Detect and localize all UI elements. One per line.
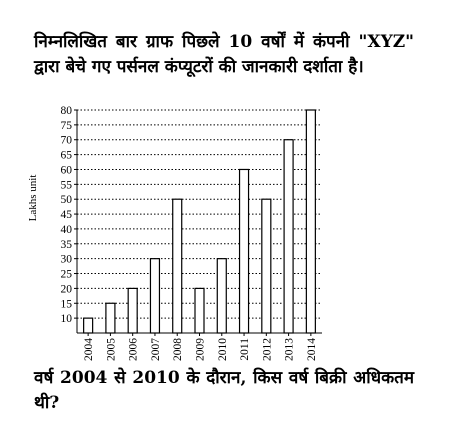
y-tick-label: 25 bbox=[61, 269, 73, 281]
bar-2012 bbox=[261, 198, 272, 334]
y-tick-label: 20 bbox=[61, 283, 73, 295]
y-tick-label: 70 bbox=[61, 135, 73, 147]
x-tick-label: 2011 bbox=[239, 338, 251, 361]
y-axis-label: Lakhs unit bbox=[27, 174, 39, 222]
x-tick-label: 2006 bbox=[128, 338, 140, 361]
question-text: वर्ष 2004 से 2010 के दौरान, किस वर्ष बिक… bbox=[34, 368, 414, 413]
x-tick-label: 2009 bbox=[195, 338, 207, 361]
y-tick-label: 65 bbox=[61, 150, 73, 162]
y-tick-label: 80 bbox=[61, 105, 73, 117]
y-tick-label: 75 bbox=[61, 120, 73, 132]
x-tick-label: 2007 bbox=[150, 338, 162, 361]
y-tick-label: 50 bbox=[61, 194, 73, 206]
bar-2005 bbox=[105, 302, 116, 334]
bar-2010 bbox=[216, 258, 227, 334]
y-tick-label: 60 bbox=[61, 164, 73, 176]
x-tick-label: 2010 bbox=[217, 338, 229, 361]
bar-2011 bbox=[238, 168, 250, 334]
y-tick-label: 35 bbox=[61, 239, 73, 251]
bar-2014 bbox=[305, 109, 316, 334]
bar-2007 bbox=[149, 258, 161, 334]
x-tick-label: 2008 bbox=[172, 338, 184, 361]
x-tick-label: 2005 bbox=[105, 338, 117, 361]
x-tick-label: 2012 bbox=[261, 338, 273, 361]
bar-2004 bbox=[83, 317, 94, 334]
y-tick-label: 10 bbox=[61, 313, 73, 325]
y-tick-label: 55 bbox=[61, 179, 73, 191]
y-tick-label: 15 bbox=[61, 298, 73, 310]
y-tick-label: 45 bbox=[61, 209, 73, 221]
bar-2006 bbox=[127, 287, 138, 334]
x-tick-label: 2013 bbox=[284, 338, 296, 361]
x-tick-label: 2004 bbox=[83, 338, 95, 361]
y-tick-label: 40 bbox=[61, 224, 73, 236]
bar-2008 bbox=[172, 198, 183, 334]
bar-2009 bbox=[194, 287, 205, 334]
y-tick-label: 30 bbox=[61, 254, 73, 266]
bar-2013 bbox=[283, 139, 294, 334]
x-tick-label: 2014 bbox=[306, 338, 318, 361]
question-intro: निम्नलिखित बार ग्राफ पिछले 10 वर्षों में… bbox=[34, 32, 414, 77]
